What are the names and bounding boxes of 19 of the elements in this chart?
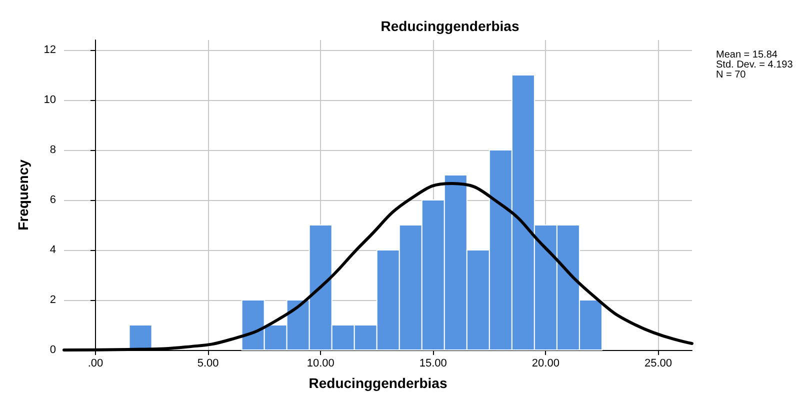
x-tick-label: 5.00: [197, 358, 219, 370]
x-tick-label: 15.00: [419, 358, 447, 370]
chart-title: Reducinggenderbias: [380, 18, 520, 34]
y-tick-label: 4: [50, 244, 56, 256]
y-axis-title: Frequency: [15, 159, 31, 230]
y-tick-label: 12: [44, 44, 56, 56]
x-tick-label: 25.00: [644, 358, 672, 370]
x-axis-title: Reducinggenderbias: [308, 375, 448, 391]
x-tick-label: .00: [88, 358, 104, 370]
y-tick-label: 0: [50, 344, 56, 356]
y-tick-label: 2: [50, 294, 56, 306]
x-tick-label: 10.00: [306, 358, 334, 370]
text: Std. Dev. = 4.193: [716, 60, 794, 70]
y-tick-label: 10: [44, 94, 56, 106]
text: N = 70: [716, 70, 746, 80]
text: Mean = 15.84: [716, 50, 778, 60]
y-tick-label: 8: [50, 144, 56, 156]
y-tick-label: 6: [50, 194, 56, 206]
x-tick-label: 20.00: [532, 358, 560, 370]
